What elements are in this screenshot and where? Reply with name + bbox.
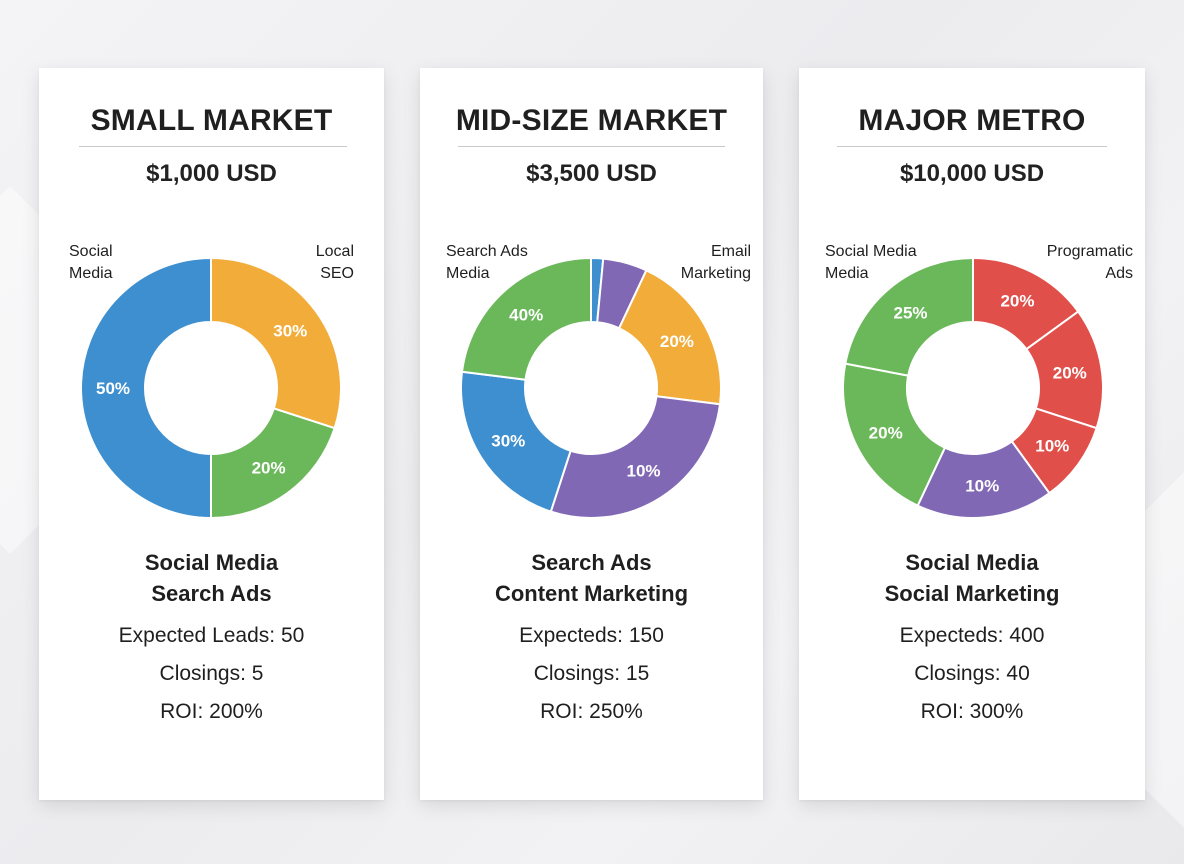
metric-line: Closings: 5 [159,662,264,685]
donut-slice [460,370,572,513]
slice-percent-label: 40% [509,305,543,324]
donut-slice [842,362,947,507]
metric-line: Expecteds: 150 [519,624,664,647]
series-callout-label: Media [446,265,490,282]
focus-channel: Search Ads [531,550,652,575]
focus-channel: Social Media [144,550,279,575]
slice-percent-label: 10% [1035,437,1069,456]
budget-amount: $10,000 USD [899,160,1045,187]
donut-slice [80,256,212,520]
series-callout-label: Ads [1105,265,1133,282]
metric-line: Expecteds: 400 [899,624,1045,647]
market-card: MID-SIZE MARKET $3,500 USD 20% 10% 30% 40% Sea… [420,68,763,800]
slice-percent-label: 30% [273,321,307,340]
series-callout-label: Email [711,243,751,260]
card-title: MID-SIZE MARKET [455,104,728,137]
donut-chart: 30% 20% 50% Social Media Local SEO [69,243,354,520]
focus-channel: Social Media [905,550,1039,575]
donut-slice [617,269,722,406]
slice-percent-label: 20% [1053,364,1087,383]
series-callout-label: Search Ads [446,243,528,260]
slice-percent-label: 50% [96,379,130,398]
budget-amount: $3,500 USD [526,160,657,187]
series-callout-label: Social Media [825,243,917,260]
series-callout-label: Marketing [681,265,751,282]
series-callout-label: Media [825,265,869,282]
donut-slice [844,256,974,377]
donut-chart: 20% 10% 30% 40% Search Ads Media Email Marketin… [446,243,751,519]
slice-percent-label: 20% [869,423,903,442]
donut-slice [460,256,592,381]
title-divider [79,146,347,147]
metric-line: Closings: 40 [914,662,1030,685]
series-callout-label: Social [69,243,113,260]
metric-line: Closings: 15 [533,662,650,685]
slice-percent-label: 25% [894,303,928,322]
metric-line: Expected Leads: 50 [118,624,305,647]
series-callout-label: SEO [320,265,354,282]
donut-slice [210,256,342,430]
series-callout-label: Local [316,243,354,260]
donut-chart: 20% 20% 10% 10% 20% 25% Social Media Media Progr… [825,243,1133,519]
series-callout-label: Programatic [1047,243,1133,260]
market-card: SMALL MARKET $1,000 USD 30% 20% 50% Social Med… [39,68,384,800]
slice-percent-label: 20% [660,332,694,351]
metric-line: ROI: 200% [160,700,263,723]
slice-percent-label: 20% [1000,292,1034,311]
series-callout-label: Media [69,265,113,282]
donut-slice [549,395,722,519]
slice-percent-label: 20% [252,458,286,477]
focus-channel: Social Marketing [884,581,1060,606]
market-card: MAJOR METRO $10,000 USD 20% 20% 10% 10% 20% 25%… [799,68,1145,800]
budget-amount: $1,000 USD [146,160,277,187]
metric-line: ROI: 300% [920,700,1024,723]
card-title: MAJOR METRO [858,104,1086,137]
focus-channel: Search Ads [151,581,272,606]
slice-percent-label: 30% [491,432,525,451]
focus-channel: Content Marketing [494,581,689,606]
donut-slice [210,407,336,520]
slice-percent-label: 10% [626,462,660,481]
title-divider [837,146,1107,147]
card-title: SMALL MARKET [90,104,333,137]
slice-percent-label: 10% [965,477,999,496]
metric-line: ROI: 250% [540,700,643,723]
title-divider [458,146,725,147]
